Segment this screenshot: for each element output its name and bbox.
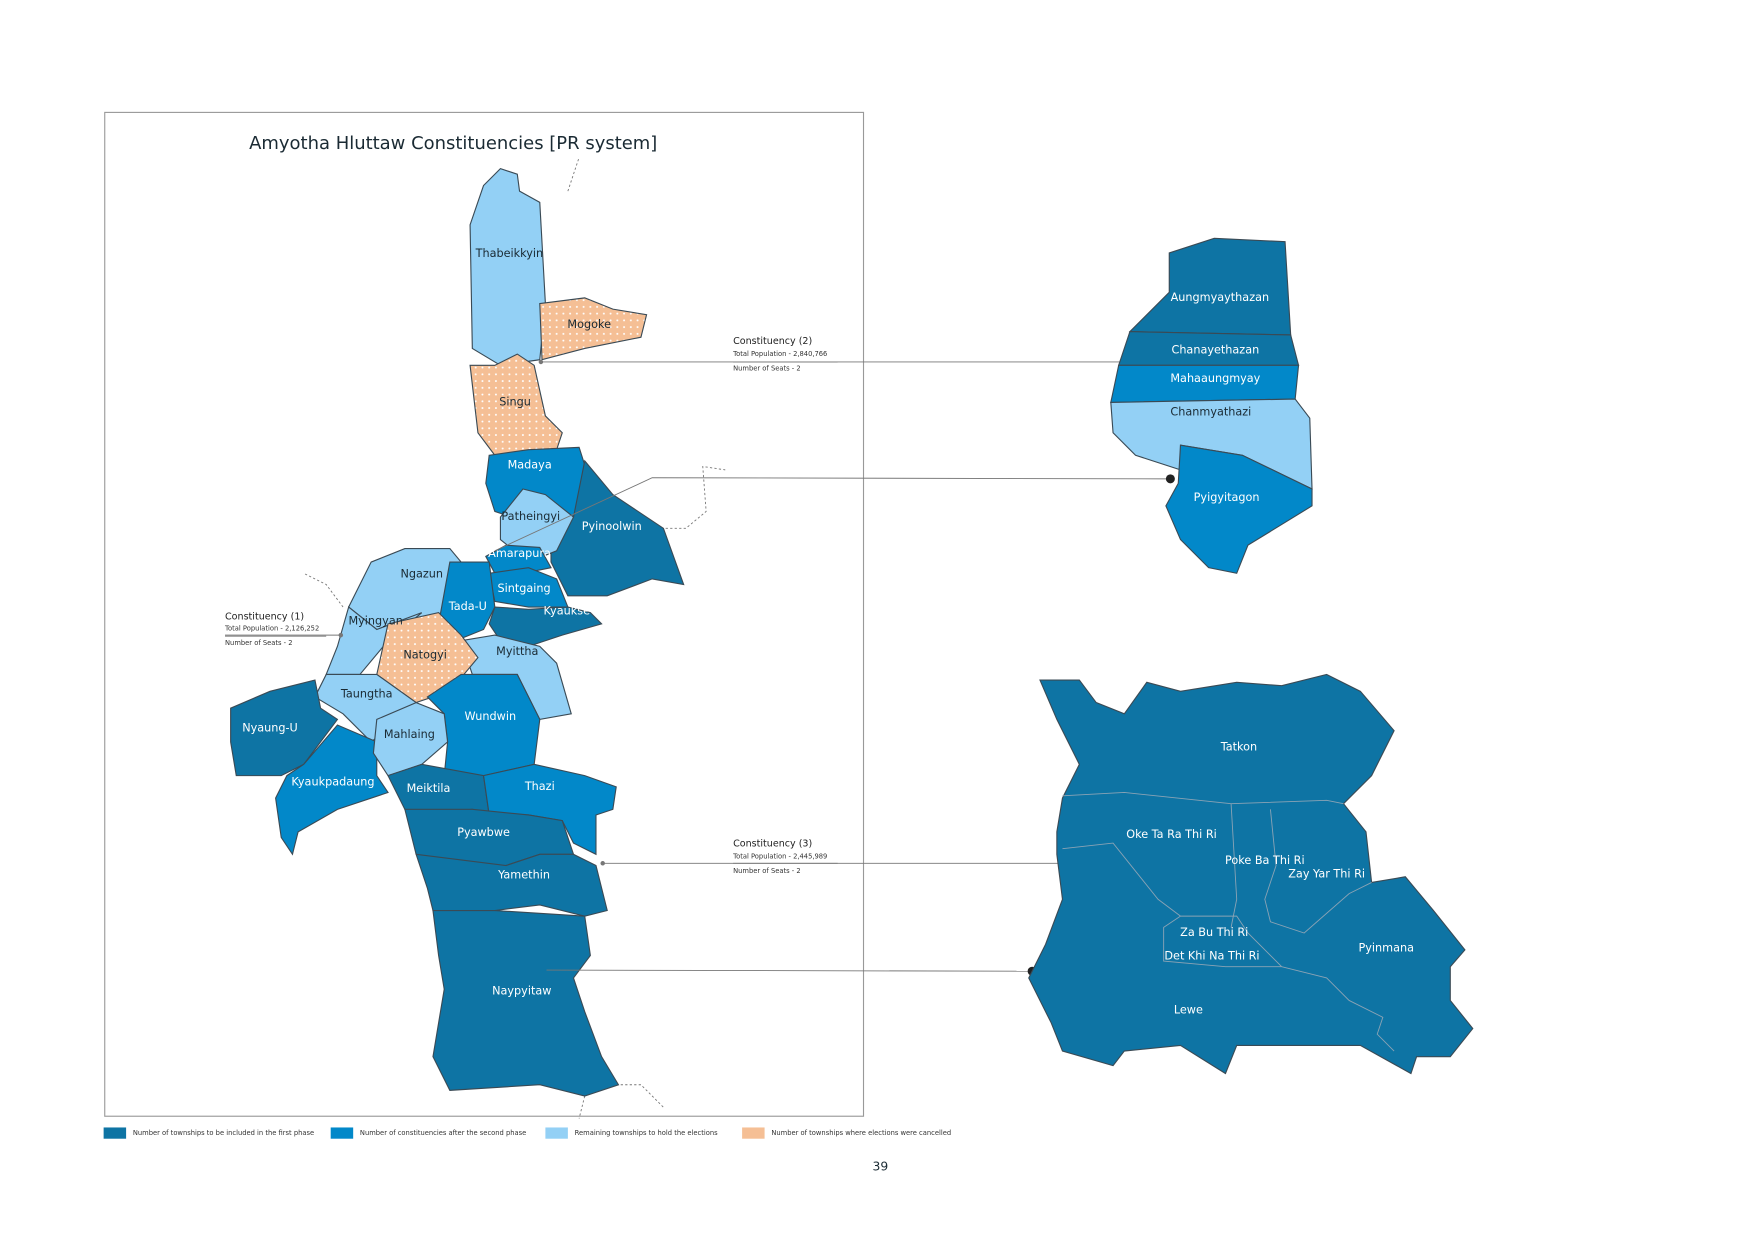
legend-swatch [103, 1127, 127, 1139]
legend-label: Number of townships to be included in th… [133, 1129, 314, 1137]
township-label: Amarapura [488, 547, 551, 560]
township-label: Lewe [1174, 1004, 1203, 1017]
constituency-population: Total Population - 2,445,989 [732, 853, 827, 861]
township-label: Kyaukpadaung [291, 775, 374, 788]
township-label: Chanayethazan [1171, 344, 1259, 357]
legend-label: Number of townships where elections were… [771, 1129, 951, 1137]
township-label: Yamethin [497, 869, 550, 882]
constituency-population: Total Population - 2,840,766 [732, 350, 827, 358]
township-label: Thazi [524, 780, 555, 793]
inset-south: Tatkon Oke Ta Ra Thi Ri Poke Ba Thi Ri Z… [1028, 673, 1474, 1075]
township-label: Singu [499, 395, 531, 408]
constituency-seats: Number of Seats - 2 [733, 867, 801, 875]
constituency-captions: Constituency (1) Total Population - 2,12… [224, 336, 827, 875]
connectors [225, 359, 1175, 976]
township-label: Mahaaungmyay [1170, 372, 1260, 385]
legend-swatch [330, 1127, 354, 1139]
township-label: Kyaukse [544, 605, 591, 618]
township-label: Tatkon [1220, 741, 1257, 754]
township-label: Madaya [508, 458, 552, 471]
township-label: Pyinoolwin [582, 520, 642, 533]
township-label: Thabeikkyin [475, 247, 544, 260]
map-title: Amyotha Hluttaw Constituencies [PR syste… [249, 133, 657, 154]
township-label: Patheingyi [501, 510, 560, 523]
legend-swatch [742, 1127, 765, 1139]
township-label: Tada-U [448, 600, 487, 613]
legend-label: Number of constituencies after the secon… [360, 1129, 526, 1137]
township-label: Oke Ta Ra Thi Ri [1126, 828, 1217, 841]
township-label: Pyinmana [1358, 942, 1413, 955]
township-label: Mahlaing [384, 728, 435, 741]
township-label: Zay Yar Thi Ri [1288, 868, 1365, 881]
legend-label: Remaining townships to hold the election… [575, 1129, 719, 1137]
township-label: Myingyan [348, 615, 402, 628]
township-label: Nyaung-U [242, 721, 298, 734]
township-label: Natogyi [403, 648, 446, 661]
township-label: Ngazun [400, 567, 443, 580]
constituency-population: Total Population - 2,126,252 [224, 624, 319, 632]
main-map: Thabeikkyin Mogoke Singu Madaya Patheing… [230, 157, 726, 1119]
township-label: Det Khi Na Thi Ri [1164, 950, 1259, 963]
legend: Number of townships to be included in th… [103, 1127, 951, 1139]
township-label: Naypyitaw [492, 984, 551, 997]
legend-swatch [545, 1127, 568, 1139]
page-number: 39 [873, 1159, 889, 1173]
township-label: Pyigyitagon [1194, 491, 1260, 504]
township-label: Chanmyathazi [1170, 406, 1251, 419]
township-label: Pyawbwe [457, 826, 510, 839]
township-label: Aungmyaythazan [1171, 291, 1270, 304]
constituency-name: Constituency (3) [733, 839, 812, 850]
constituency-name: Constituency (2) [733, 336, 812, 347]
township-label: Poke Ba Thi Ri [1225, 854, 1305, 867]
township-label: Meiktila [407, 782, 451, 795]
township-label: Za Bu Thi Ri [1180, 926, 1248, 939]
inset-north: Aungmyaythazan Chanayethazan Mahaaungmya… [1110, 237, 1313, 574]
map-frame [104, 111, 865, 1117]
constituency-seats: Number of Seats - 2 [733, 365, 801, 373]
constituency-seats: Number of Seats - 2 [225, 639, 293, 647]
township-label: Wundwin [465, 710, 517, 723]
township-label: Taungtha [340, 688, 393, 701]
township-label: Sintgaing [497, 582, 550, 595]
constituency-name: Constituency (1) [225, 612, 304, 623]
township-label: Myittha [496, 645, 538, 658]
township-label: Mogoke [567, 318, 611, 331]
